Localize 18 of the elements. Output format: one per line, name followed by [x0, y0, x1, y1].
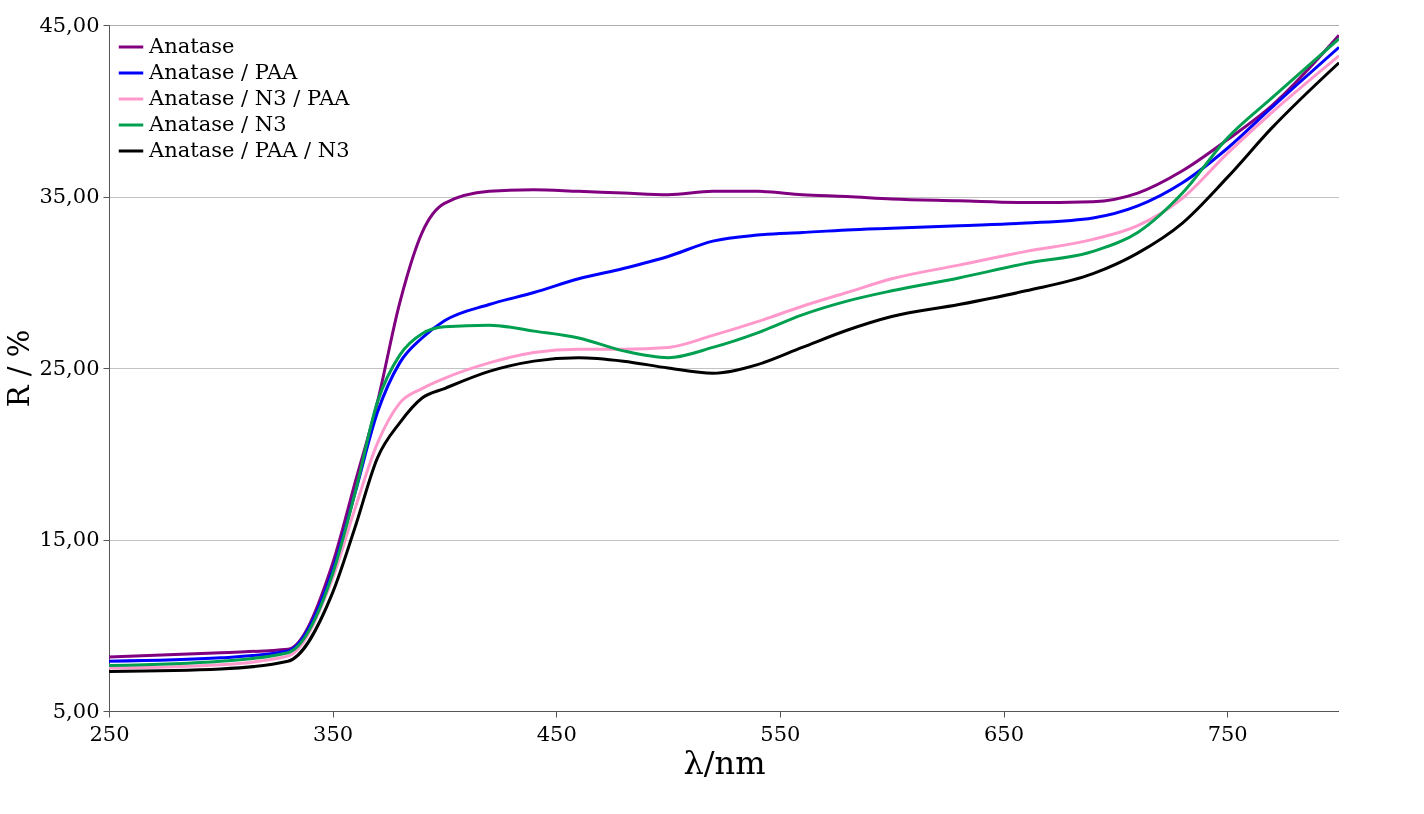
legend-label: Anatase / N3 / PAA: [148, 86, 351, 110]
x-tick-label: 650: [984, 721, 1025, 746]
y-tick-label: 45,00: [39, 12, 100, 37]
x-axis-title: λ/nm: [683, 743, 766, 782]
y-tick-label: 5,00: [52, 698, 100, 723]
legend-label: Anatase: [148, 34, 235, 58]
legend-label: Anatase / PAA: [148, 60, 299, 84]
legend-label: Anatase / N3: [148, 112, 287, 136]
x-tick-label: 350: [313, 721, 354, 746]
legend-label: Anatase / PAA / N3: [148, 138, 350, 162]
x-tick-label: 450: [536, 721, 577, 746]
x-tick-label: 550: [760, 721, 801, 746]
y-tick-label: 15,00: [39, 527, 100, 551]
x-tick-label: 250: [89, 721, 130, 746]
y-axis-title: R / %: [2, 329, 37, 408]
x-tick-label: 750: [1207, 721, 1248, 746]
y-tick-label: 35,00: [39, 184, 100, 208]
y-tick-label: 25,00: [39, 355, 100, 380]
